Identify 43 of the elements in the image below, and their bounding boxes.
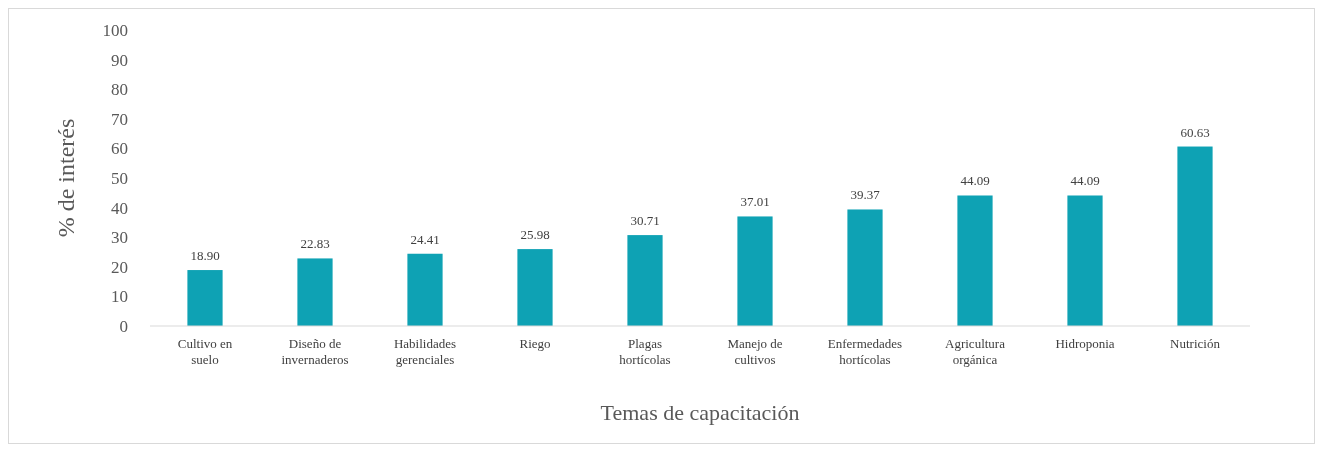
- bar: [627, 235, 663, 326]
- bar: [957, 195, 993, 326]
- y-tick-label: 0: [119, 316, 128, 336]
- bar: [1177, 146, 1213, 326]
- y-tick-label: 40: [111, 198, 128, 218]
- data-label: 18.90: [190, 248, 220, 264]
- y-tick-label: 60: [111, 139, 128, 159]
- data-label: 30.71: [630, 213, 660, 229]
- data-label: 37.01: [740, 194, 770, 210]
- x-tick-label: Manejo de cultivos: [727, 336, 783, 367]
- bar: [847, 209, 883, 326]
- data-label: 44.09: [1070, 173, 1100, 189]
- x-tick-label: Habilidades gerenciales: [393, 336, 457, 367]
- x-tick-label: Plagas hortícolas: [619, 336, 671, 367]
- x-tick-label: Nutrición: [1170, 336, 1221, 351]
- y-tick-label: 90: [111, 50, 128, 70]
- data-label: 24.41: [410, 231, 440, 247]
- x-tick-label: Riego: [519, 336, 551, 351]
- x-tick-label: Enfermedades hortícolas: [827, 336, 903, 367]
- x-tick-label: Agricultura orgánica: [945, 336, 1006, 367]
- y-axis-title: % de interés: [53, 118, 79, 238]
- y-tick-label: 10: [111, 287, 128, 307]
- bar: [517, 249, 553, 326]
- data-label: 44.09: [960, 173, 990, 189]
- x-tick-label: Diseño de invernaderos: [281, 336, 349, 367]
- data-label: 22.83: [300, 236, 330, 252]
- data-label: 25.98: [520, 227, 550, 243]
- y-tick-label: 50: [111, 168, 128, 188]
- bar: [407, 253, 443, 326]
- y-tick-label: 30: [111, 228, 128, 248]
- data-label: 39.37: [850, 187, 881, 203]
- bar: [297, 258, 333, 326]
- x-axis-title: Temas de capacitación: [600, 400, 800, 425]
- y-tick-label: 100: [102, 20, 128, 40]
- y-tick-label: 80: [111, 80, 128, 100]
- y-tick-label: 20: [111, 257, 128, 277]
- bar: [1067, 195, 1103, 326]
- data-label: 60.63: [1180, 124, 1210, 140]
- bar: [187, 270, 223, 326]
- bar: [737, 216, 773, 326]
- y-tick-label: 70: [111, 109, 128, 129]
- x-tick-label: Cultivo en suelo: [177, 336, 233, 367]
- x-tick-label: Hidroponia: [1055, 336, 1115, 351]
